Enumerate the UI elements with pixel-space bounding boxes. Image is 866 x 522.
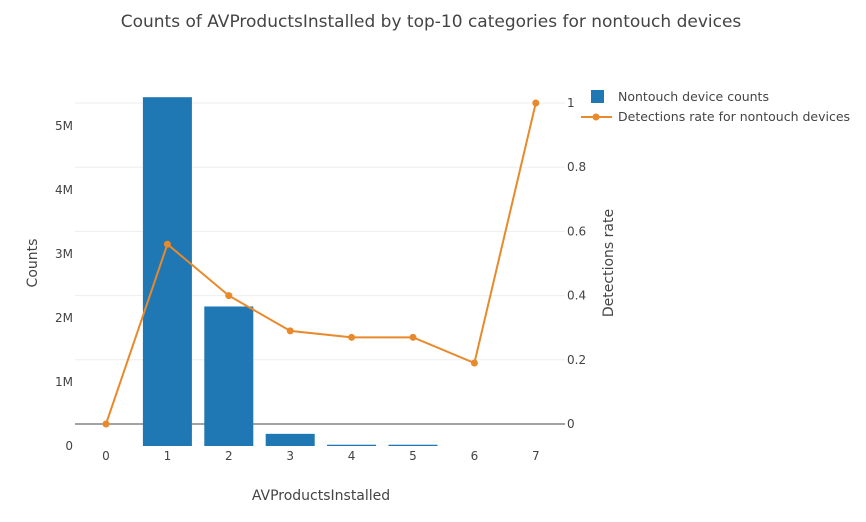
legend-swatch-rate-marker bbox=[592, 113, 600, 121]
left-tick-0: 0 bbox=[65, 439, 73, 453]
legend: Nontouch device counts Detections rate f… bbox=[581, 89, 850, 124]
left-tick-4: 4M bbox=[55, 183, 73, 197]
left-tick-3: 3M bbox=[55, 247, 73, 261]
rate-point-6 bbox=[470, 359, 478, 367]
right-axis-title: Detections rate bbox=[601, 209, 617, 317]
x-axis-title: AVProductsInstalled bbox=[252, 488, 390, 504]
left-axis-title: Counts bbox=[25, 239, 41, 288]
legend-swatch-counts bbox=[591, 90, 604, 103]
rate-point-7 bbox=[532, 99, 540, 107]
x-tick-5: 5 bbox=[409, 449, 417, 463]
bar-2 bbox=[204, 306, 254, 446]
right-tick-3: 0.6 bbox=[567, 224, 586, 238]
rate-point-4 bbox=[348, 333, 356, 341]
right-tick-0: 0 bbox=[567, 417, 575, 431]
rate-point-1 bbox=[163, 240, 171, 248]
right-axis-ticks: 0 0.2 0.4 0.6 0.8 1 bbox=[567, 96, 586, 431]
legend-label-counts: Nontouch device counts bbox=[618, 89, 769, 104]
rate-point-0 bbox=[102, 420, 110, 428]
x-tick-0: 0 bbox=[102, 449, 110, 463]
rate-point-2 bbox=[225, 292, 233, 300]
left-tick-5: 5M bbox=[55, 119, 73, 133]
bar-5 bbox=[388, 444, 438, 446]
bar-4 bbox=[327, 444, 377, 446]
right-tick-4: 0.8 bbox=[567, 160, 586, 174]
right-tick-5: 1 bbox=[567, 96, 575, 110]
chart-title: Counts of AVProductsInstalled by top-10 … bbox=[121, 12, 742, 32]
line-series bbox=[102, 99, 540, 428]
left-axis-ticks: 0 1M 2M 3M 4M 5M bbox=[55, 119, 73, 453]
rate-point-5 bbox=[409, 333, 417, 341]
x-axis-ticks: 0 1 2 3 4 5 6 7 bbox=[102, 449, 539, 463]
left-tick-2: 2M bbox=[55, 311, 73, 325]
right-tick-2: 0.4 bbox=[567, 289, 586, 303]
bar-1 bbox=[142, 97, 192, 446]
x-tick-4: 4 bbox=[348, 449, 356, 463]
rate-line bbox=[105, 102, 537, 425]
x-tick-7: 7 bbox=[532, 449, 540, 463]
rate-point-3 bbox=[286, 327, 294, 335]
x-tick-2: 2 bbox=[225, 449, 233, 463]
bar-series bbox=[142, 97, 438, 446]
bar-3 bbox=[265, 433, 315, 446]
x-tick-3: 3 bbox=[286, 449, 294, 463]
right-tick-1: 0.2 bbox=[567, 353, 586, 367]
left-tick-1: 1M bbox=[55, 375, 73, 389]
x-tick-1: 1 bbox=[164, 449, 172, 463]
x-tick-6: 6 bbox=[471, 449, 479, 463]
legend-label-rate: Detections rate for nontouch devices bbox=[618, 109, 850, 124]
